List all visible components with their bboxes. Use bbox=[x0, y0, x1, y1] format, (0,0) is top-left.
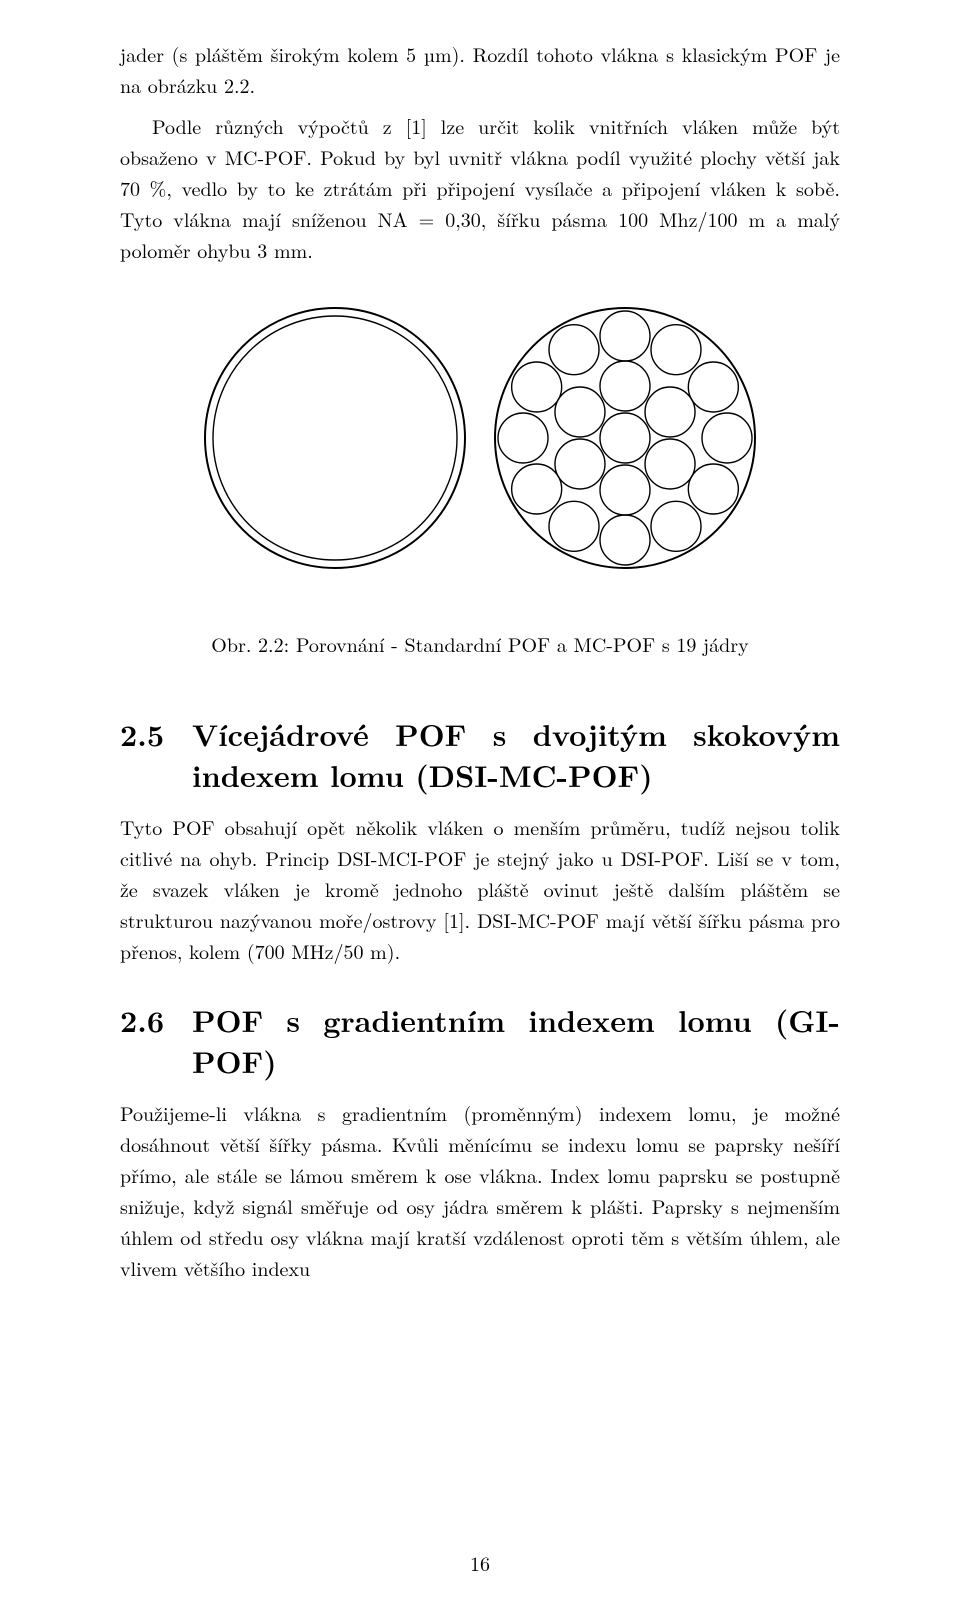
figure-caption: Obr. 2.2: Porovnání - Standardní POF a M… bbox=[120, 629, 840, 658]
figure-svg bbox=[190, 293, 770, 583]
paragraph-intro-b: Podle různých výpočtů z [1] lze určit ko… bbox=[120, 110, 840, 265]
paragraph-2-6: Použijeme-li vlákna s gradientním (promě… bbox=[120, 1097, 840, 1283]
section-2-6-heading: 2.6 POF s gradientním indexem lomu (GI-P… bbox=[120, 1000, 840, 1081]
section-number: 2.5 bbox=[120, 714, 192, 755]
paragraph-intro-a: jader (s pláštěm širokým kolem 5 µm). Ro… bbox=[120, 38, 840, 100]
section-title: Vícejádrové POF s dvojitým skokovým inde… bbox=[192, 714, 840, 795]
paragraph-2-5: Tyto POF obsahují opět několik vláken o … bbox=[120, 811, 840, 966]
section-title: POF s gradientním indexem lomu (GI-POF) bbox=[192, 1000, 840, 1081]
figure-2-2 bbox=[120, 293, 840, 583]
section-number: 2.6 bbox=[120, 1000, 192, 1041]
page-number: 16 bbox=[0, 1548, 960, 1577]
section-2-5-heading: 2.5 Vícejádrové POF s dvojitým skokovým … bbox=[120, 714, 840, 795]
